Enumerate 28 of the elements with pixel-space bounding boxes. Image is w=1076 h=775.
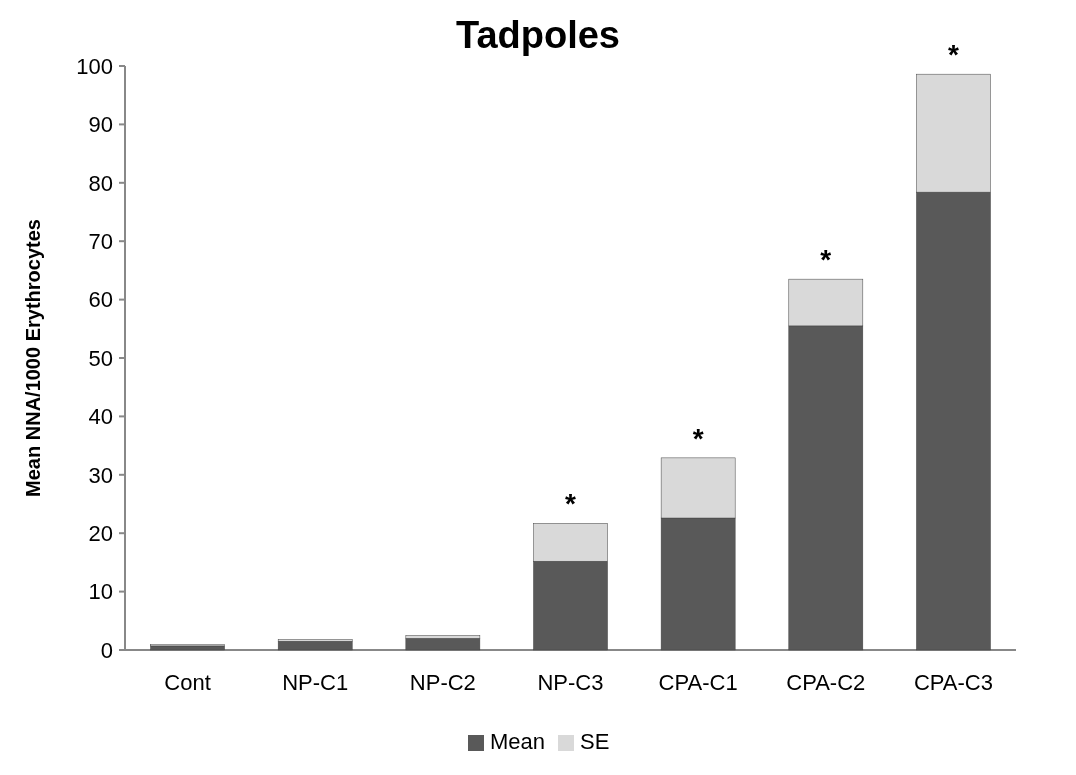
x-tick-label: CPA-C2 (786, 670, 866, 695)
y-tick-label: 20 (88, 520, 113, 546)
x-tick-label: NP-C1 (282, 670, 349, 695)
y-tick-label: 0 (100, 637, 113, 663)
y-tick-label: 40 (88, 404, 113, 430)
annotation: * (948, 39, 959, 71)
x-tick-label: CPA-C1 (658, 670, 738, 695)
legend-label: SE (580, 729, 610, 754)
y-tick-label: 50 (88, 345, 113, 371)
chart-title: Tadpoles (456, 14, 620, 56)
annotation: * (565, 488, 577, 520)
bar (405, 638, 481, 651)
x-tick-label: NP-C3 (537, 670, 604, 695)
x-tick-label: CPA-C3 (913, 670, 993, 695)
y-tick-label: 80 (88, 170, 113, 196)
y-tick-label: 100 (76, 53, 113, 79)
y-tick-label: 90 (88, 112, 113, 138)
y-tick-label: 60 (88, 287, 113, 313)
x-tick-label: NP-C2 (409, 670, 476, 695)
y-tick-label: 10 (88, 579, 113, 605)
y-axis-title: Mean NNA/1000 Erythrocytes (22, 219, 44, 497)
bar (277, 640, 353, 651)
legend-label: Mean (490, 729, 546, 754)
x-tick-label: Cont (164, 670, 211, 695)
annotation: * (692, 422, 704, 454)
annotation: * (820, 244, 832, 276)
y-tick-label: 30 (88, 462, 113, 488)
y-tick-label: 70 (88, 228, 113, 254)
